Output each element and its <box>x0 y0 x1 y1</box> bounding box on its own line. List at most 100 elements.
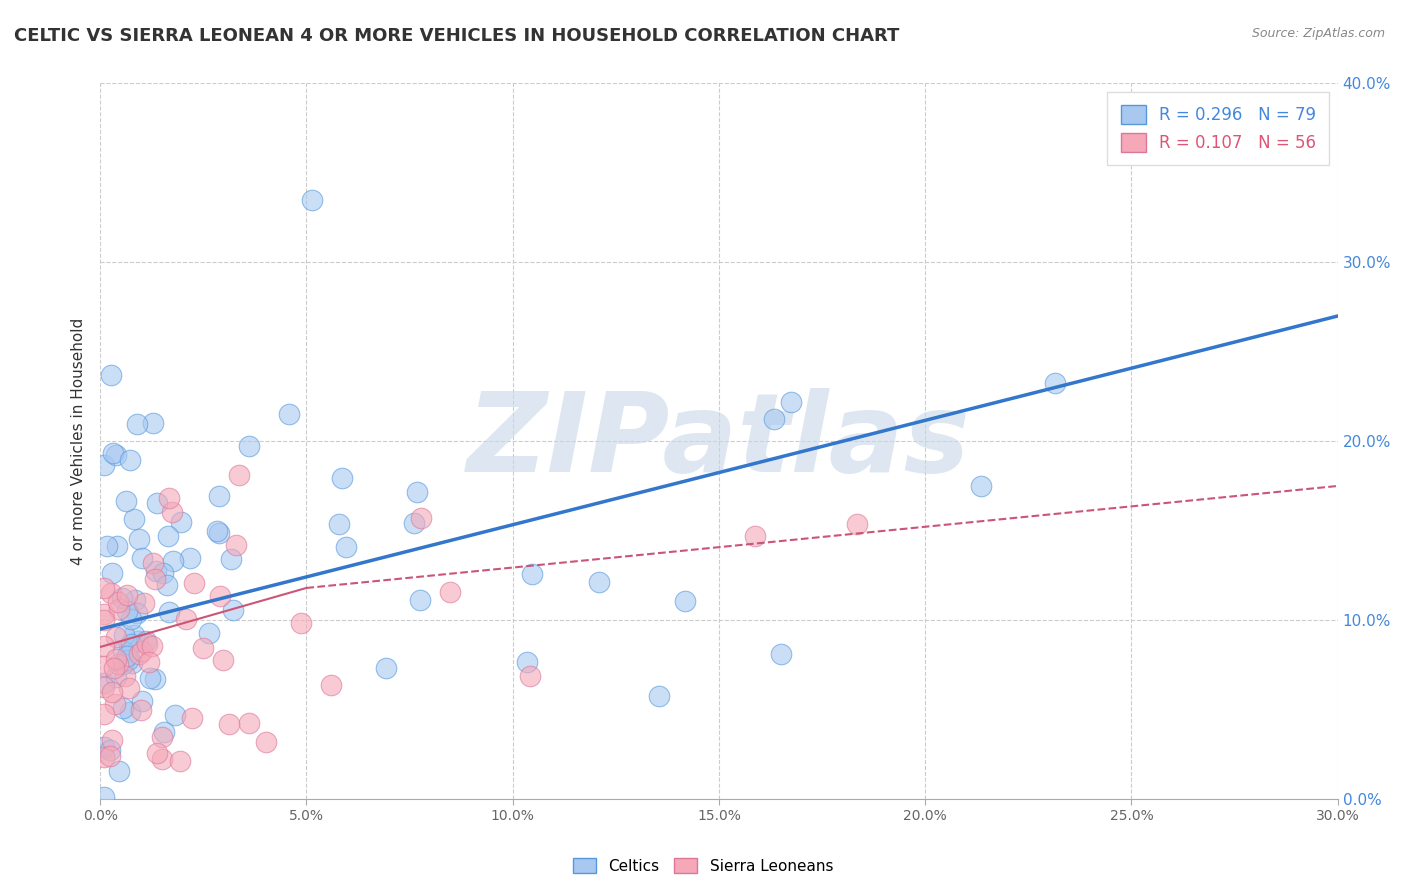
Point <box>160 505 183 519</box>
Point <box>228 467 250 482</box>
Point <box>93 607 115 621</box>
Point <box>93 458 115 472</box>
Point <box>779 395 801 409</box>
Point <box>165 708 187 723</box>
Point <box>1043 376 1066 390</box>
Text: CELTIC VS SIERRA LEONEAN 4 OR MORE VEHICLES IN HOUSEHOLD CORRELATION CHART: CELTIC VS SIERRA LEONEAN 4 OR MORE VEHIC… <box>14 27 900 45</box>
Point <box>138 655 160 669</box>
Point <box>93 639 115 653</box>
Point <box>131 694 153 708</box>
Point <box>409 510 432 524</box>
Point <box>157 491 180 505</box>
Point <box>193 641 215 656</box>
Point <box>100 586 122 600</box>
Point <box>93 706 115 721</box>
Point <box>406 485 429 500</box>
Point <box>118 705 141 719</box>
Point <box>439 585 461 599</box>
Point <box>115 493 138 508</box>
Point <box>115 588 138 602</box>
Point <box>112 644 135 658</box>
Point <box>183 576 205 591</box>
Point <box>301 193 323 207</box>
Point <box>328 517 350 532</box>
Point <box>180 711 202 725</box>
Point <box>152 566 174 580</box>
Point <box>101 733 124 747</box>
Point <box>105 652 128 666</box>
Point <box>101 566 124 580</box>
Point <box>179 551 201 566</box>
Point <box>124 628 146 642</box>
Point <box>519 668 541 682</box>
Point <box>332 471 354 485</box>
Point <box>404 516 426 530</box>
Point <box>118 453 141 467</box>
Y-axis label: 4 or more Vehicles in Household: 4 or more Vehicles in Household <box>72 318 86 565</box>
Point <box>135 634 157 648</box>
Point <box>100 368 122 382</box>
Point <box>118 681 141 696</box>
Point <box>104 697 127 711</box>
Point <box>93 680 115 694</box>
Point <box>124 593 146 607</box>
Point <box>238 438 260 452</box>
Point <box>212 653 235 667</box>
Point <box>769 648 792 662</box>
Point <box>143 673 166 687</box>
Point <box>115 648 138 663</box>
Text: Source: ZipAtlas.com: Source: ZipAtlas.com <box>1251 27 1385 40</box>
Point <box>169 754 191 768</box>
Point <box>98 749 121 764</box>
Legend: R = 0.296   N = 79, R = 0.107   N = 56: R = 0.296 N = 79, R = 0.107 N = 56 <box>1108 92 1329 165</box>
Point <box>278 408 301 422</box>
Point <box>170 515 193 529</box>
Point <box>150 752 173 766</box>
Point <box>114 669 136 683</box>
Point <box>290 615 312 630</box>
Point <box>118 639 141 653</box>
Point <box>108 602 131 616</box>
Point <box>219 551 242 566</box>
Point <box>122 512 145 526</box>
Point <box>157 528 180 542</box>
Point <box>103 661 125 675</box>
Point <box>516 655 538 669</box>
Point <box>111 591 134 606</box>
Point <box>208 489 231 503</box>
Point <box>112 628 135 642</box>
Point <box>335 541 357 555</box>
Point <box>93 740 115 755</box>
Point <box>105 539 128 553</box>
Point <box>93 613 115 627</box>
Point <box>145 564 167 578</box>
Point <box>93 750 115 764</box>
Point <box>120 612 142 626</box>
Point <box>131 643 153 657</box>
Point <box>157 605 180 619</box>
Point <box>208 590 231 604</box>
Point <box>112 657 135 671</box>
Point <box>145 572 167 586</box>
Point <box>93 790 115 805</box>
Point <box>141 639 163 653</box>
Point <box>105 670 128 684</box>
Point <box>238 715 260 730</box>
Point <box>970 479 993 493</box>
Point <box>96 539 118 553</box>
Point <box>105 630 128 644</box>
Point <box>128 647 150 661</box>
Point <box>104 448 127 462</box>
Point <box>117 604 139 618</box>
Point <box>221 602 243 616</box>
Point <box>225 538 247 552</box>
Point <box>93 675 115 690</box>
Point <box>375 660 398 674</box>
Point <box>139 671 162 685</box>
Point <box>588 575 610 590</box>
Point <box>846 516 869 531</box>
Point <box>129 703 152 717</box>
Point <box>156 577 179 591</box>
Point <box>174 612 197 626</box>
Point <box>125 606 148 620</box>
